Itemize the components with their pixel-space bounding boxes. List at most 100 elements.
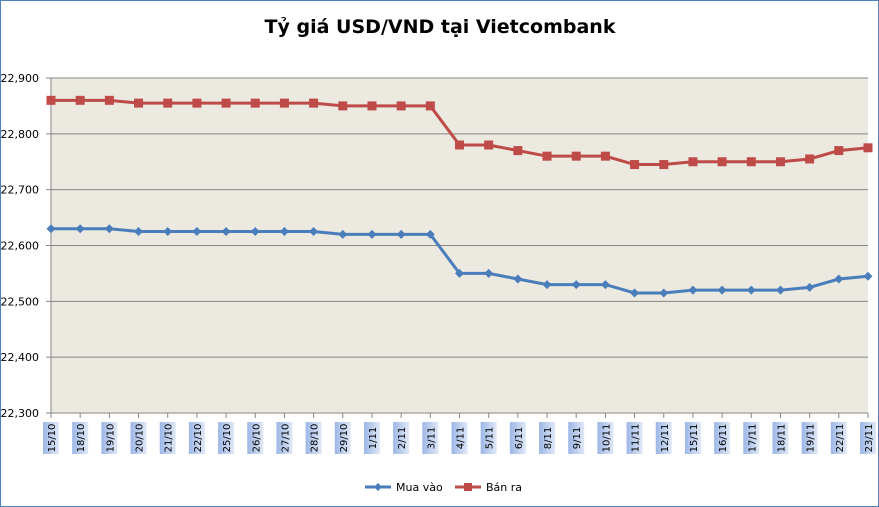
x-tick-label-bg [393, 422, 410, 454]
x-tick-label: 19/10 [105, 424, 116, 453]
x-tick-label-bg [101, 422, 118, 454]
legend: Mua vào Bán ra [365, 481, 522, 494]
data-point [163, 98, 173, 108]
x-tick-label: 11/11 [631, 424, 642, 453]
y-tick-label: 22,400 [1, 351, 40, 364]
x-tick-label: 1/11 [368, 427, 379, 449]
legend-item: Bán ra [455, 481, 522, 494]
x-tick-label: 23/11 [864, 424, 875, 453]
x-tick-label: 18/11 [776, 424, 787, 453]
x-tick-label: 5/11 [485, 427, 496, 449]
data-point [775, 157, 785, 167]
data-point [571, 280, 581, 290]
data-point [542, 151, 552, 161]
x-tick-label: 2/11 [397, 427, 408, 449]
x-tick-label: 15/10 [47, 424, 58, 453]
x-tick-label-bg [801, 422, 818, 454]
x-tick-label-bg [480, 422, 497, 454]
legend-marker [374, 483, 382, 491]
y-tick-label: 22,700 [1, 184, 40, 197]
x-tick-label-bg [188, 422, 205, 454]
x-tick-label-bg [597, 422, 614, 454]
data-point [396, 101, 406, 111]
x-tick-label: 22/11 [835, 424, 846, 453]
data-point [746, 285, 756, 295]
x-tick-label: 29/10 [339, 424, 350, 453]
data-point [75, 224, 85, 234]
legend-label: Mua vào [396, 481, 443, 494]
data-point [192, 227, 202, 237]
x-tick-label-bg [743, 422, 760, 454]
data-point [863, 143, 873, 153]
x-tick-label: 21/10 [164, 424, 175, 453]
x-tick-label: 26/10 [251, 424, 262, 453]
x-tick-label: 12/11 [660, 424, 671, 453]
data-point [250, 98, 260, 108]
data-point [688, 285, 698, 295]
data-point [104, 224, 114, 234]
data-point [425, 229, 435, 239]
data-point [221, 98, 231, 108]
data-point [338, 101, 348, 111]
data-point [600, 151, 610, 161]
x-tick-label: 22/10 [193, 424, 204, 453]
x-tick-label-bg [159, 422, 176, 454]
data-point [367, 101, 377, 111]
data-point [630, 288, 640, 298]
data-point [134, 98, 144, 108]
data-point [659, 288, 669, 298]
x-tick-label-bg [451, 422, 468, 454]
data-point [746, 157, 756, 167]
x-tick-label-bg [714, 422, 731, 454]
data-point [484, 140, 494, 150]
data-point [396, 229, 406, 239]
data-point [805, 282, 815, 292]
x-tick-label-bg [860, 422, 876, 454]
data-point [834, 146, 844, 156]
x-tick-label: 16/11 [718, 424, 729, 453]
x-tick-label-bg [305, 422, 322, 454]
x-tick-label: 19/11 [806, 424, 817, 453]
data-point [775, 285, 785, 295]
data-point [367, 229, 377, 239]
x-tick-label-bg [509, 422, 526, 454]
legend-marker [464, 483, 472, 491]
data-point [46, 224, 56, 234]
data-point [250, 227, 260, 237]
data-point [104, 95, 114, 105]
x-tick-label-bg [72, 422, 89, 454]
data-point [484, 268, 494, 278]
data-point [455, 140, 464, 150]
data-point [46, 95, 56, 105]
x-tick-label-bg [772, 422, 789, 454]
data-point [425, 101, 435, 111]
data-point [309, 98, 319, 108]
x-tick-label-bg [539, 422, 556, 454]
data-point [513, 146, 523, 156]
x-tick-label: 18/10 [76, 424, 87, 453]
y-tick-label: 22,600 [1, 240, 40, 253]
x-tick-label-bg [247, 422, 264, 454]
legend-item: Mua vào [365, 481, 443, 494]
chart-title: Tỷ giá USD/VND tại Vietcombank [265, 16, 616, 38]
data-point [805, 154, 815, 164]
x-tick-label-bg [130, 422, 147, 454]
x-tick-label-bg [830, 422, 847, 454]
data-point [600, 280, 610, 290]
y-tick-label: 22,800 [1, 128, 40, 141]
data-point [571, 151, 581, 161]
x-tick-label-bg [218, 422, 235, 454]
data-point [717, 157, 727, 167]
data-point [75, 95, 85, 105]
data-point [542, 280, 552, 290]
x-tick-label: 20/10 [135, 424, 146, 453]
series-ban-ra [46, 95, 873, 170]
x-tick-label: 10/11 [601, 424, 612, 453]
data-point [659, 160, 669, 170]
data-point [455, 268, 464, 278]
data-point [134, 227, 144, 237]
data-point [338, 229, 348, 239]
x-tick-label-bg [43, 422, 59, 454]
data-point [688, 157, 698, 167]
